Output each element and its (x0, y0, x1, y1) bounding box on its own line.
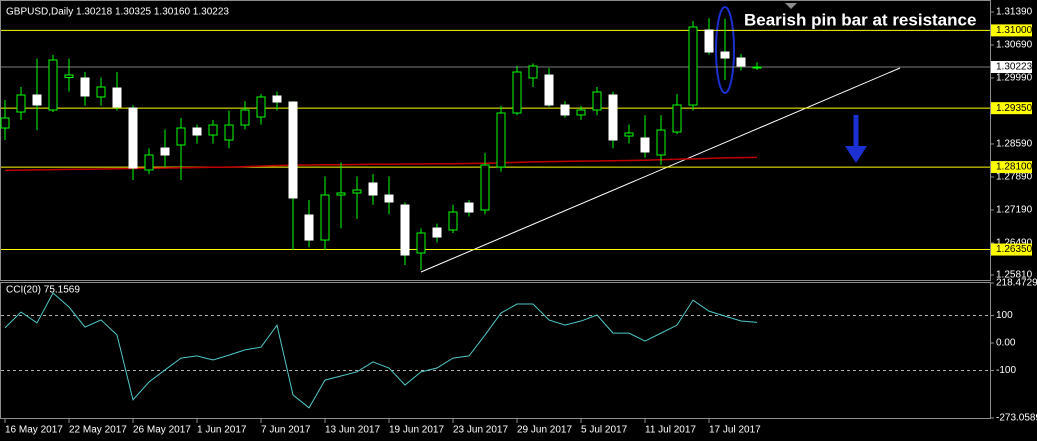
y-tick-label: 1.27190 (996, 205, 1033, 216)
candle-body (672, 104, 682, 133)
annotation: Bearish pin bar at resistance (744, 10, 976, 29)
y-tick-label: 1.28590 (996, 139, 1033, 150)
candle-body (144, 154, 154, 171)
candle-body (688, 26, 698, 106)
x-tick-label: 17 Jul 2017 (709, 425, 761, 436)
candle-body (544, 74, 554, 106)
x-tick-label: 5 Jul 2017 (581, 425, 628, 436)
candle-body (80, 77, 90, 97)
candle-body (208, 124, 218, 136)
candle-body (48, 59, 58, 111)
y-tick-label: 218.4729 (996, 278, 1037, 289)
x-tick-label: 11 Jul 2017 (645, 425, 696, 436)
x-tick-label: 22 May 2017 (69, 425, 127, 436)
last-price-tag (991, 61, 1032, 74)
cci-line (4, 292, 758, 409)
candle-body (304, 214, 314, 241)
y-tick-label: 1.31390 (996, 7, 1033, 18)
cci-title: CCI(20) 75.1569 (6, 285, 80, 296)
symbol-header: GBPUSD,Daily 1.30218 1.30325 1.30160 1.3… (6, 7, 229, 18)
candle-body (400, 204, 410, 256)
y-tick-label: 1.29990 (996, 73, 1033, 84)
x-tick-label: 7 Jun 2017 (261, 425, 311, 436)
candle-body (160, 147, 170, 156)
cci-panel (0, 282, 991, 419)
level-label: 1.28100 (996, 162, 1033, 173)
candle-body (720, 51, 730, 59)
candle-body (32, 94, 42, 106)
candle-body (288, 101, 298, 199)
candle-body (704, 29, 714, 53)
down-arrow (845, 115, 867, 163)
x-tick-label: 16 May 2017 (5, 425, 63, 436)
level-tag (991, 102, 1032, 115)
candle-body (384, 194, 394, 203)
candle-body (752, 66, 762, 69)
candle-body (192, 127, 202, 136)
candle-body (128, 107, 138, 169)
candle-body (624, 132, 634, 137)
candle-body (448, 211, 458, 231)
level-tag (991, 161, 1032, 174)
shift-marker (785, 3, 797, 9)
moving-average (4, 156, 758, 172)
candle-body (608, 94, 618, 141)
x-tick-label: 26 May 2017 (133, 425, 191, 436)
candle-body (96, 86, 106, 98)
candle-body (480, 164, 490, 211)
candle-body (336, 192, 346, 196)
candle-body (464, 202, 474, 213)
y-tick-label: -100 (996, 365, 1016, 376)
y-tick-label: 100 (996, 310, 1013, 321)
y-tick-label: 1.30690 (996, 40, 1033, 51)
x-tick-label: 13 Jun 2017 (325, 425, 380, 436)
candle-body (64, 74, 74, 79)
level-label: 1.31000 (996, 25, 1033, 36)
candle-body (112, 87, 122, 108)
trend-line (420, 67, 901, 273)
candle-body (560, 104, 570, 116)
candle-body (496, 112, 506, 168)
candle-body (352, 189, 362, 194)
candle-body (528, 65, 538, 79)
y-tick-label: 1.25810 (996, 270, 1033, 281)
last-price-label: 1.30223 (996, 62, 1033, 73)
level-tag (991, 243, 1032, 256)
y-tick-label: 1.27890 (996, 172, 1033, 183)
candle-body (432, 227, 442, 238)
price-panel (0, 0, 991, 281)
level-label: 1.29350 (996, 103, 1033, 114)
candle-body (576, 109, 586, 116)
candle-body (592, 91, 602, 111)
candle-body (736, 57, 746, 67)
level-tag (991, 24, 1032, 37)
candle-body (416, 232, 426, 254)
candle-body (656, 129, 666, 156)
candle-body (272, 95, 282, 103)
candle-body (368, 182, 378, 196)
candle-body (256, 96, 266, 118)
candle-body (16, 94, 26, 113)
x-tick-label: 19 Jun 2017 (389, 425, 444, 436)
candle-body (0, 117, 10, 129)
candle-body (240, 109, 250, 126)
y-tick-label: 1.26490 (996, 238, 1033, 249)
y-tick-label: 0.00 (996, 338, 1016, 349)
level-label: 1.26350 (996, 244, 1033, 255)
candle-body (176, 127, 186, 146)
candle-body (640, 137, 650, 153)
x-tick-label: 29 Jun 2017 (517, 425, 572, 436)
pin-bar-highlight (715, 6, 735, 94)
x-tick-label: 1 Jun 2017 (197, 425, 247, 436)
candle-body (512, 71, 522, 114)
candle-body (224, 124, 234, 141)
candle-body (320, 194, 330, 241)
y-tick-label: -273.0589 (996, 413, 1037, 424)
x-tick-label: 23 Jun 2017 (453, 425, 508, 436)
